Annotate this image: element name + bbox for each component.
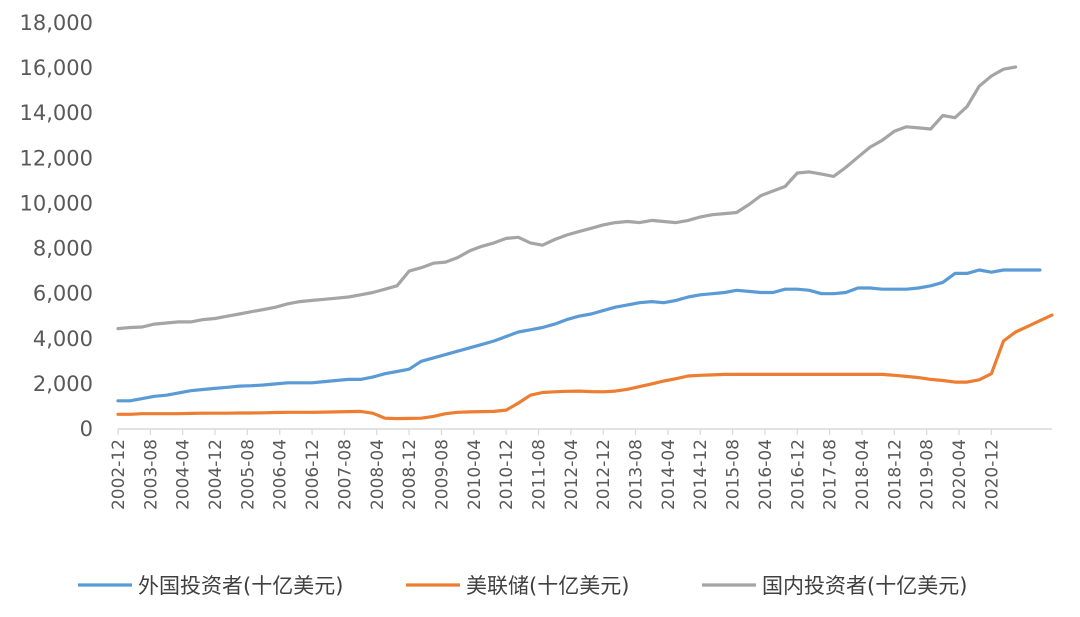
series-lines	[116, 65, 1054, 421]
y-tick-label: 16,000	[20, 56, 93, 80]
x-tick-label: 2005-08	[238, 439, 258, 510]
x-tick-label: 2020-12	[982, 439, 1002, 510]
legend-label: 国内投资者(十亿美元)	[762, 574, 967, 598]
y-tick-label: 6,000	[33, 282, 93, 306]
x-tick-label: 2009-08	[432, 439, 452, 510]
series-line-3	[116, 65, 1018, 331]
y-tick-label: 14,000	[20, 101, 93, 125]
x-tick-label: 2007-08	[335, 439, 355, 510]
x-tick-label: 2008-04	[368, 439, 388, 510]
x-tick-label: 2019-08	[918, 439, 938, 510]
x-tick-label: 2011-08	[530, 439, 550, 510]
x-tick-label: 2018-12	[885, 439, 905, 510]
series-line-1	[116, 268, 1042, 403]
x-tick-label: 2020-04	[950, 439, 970, 510]
x-tick-label: 2006-12	[303, 439, 323, 510]
y-axis-labels: 0 2,000 4,000 6,000 8,000 10,000 12,000 14,000 1…	[20, 11, 93, 441]
x-tick-label: 2010-04	[465, 439, 485, 510]
x-tick-label: 2016-12	[788, 439, 808, 510]
x-tick-label: 2012-12	[594, 439, 614, 510]
y-tick-label: 4,000	[33, 327, 93, 351]
x-tick-label: 2014-12	[691, 439, 711, 510]
x-tick-label: 2004-04	[174, 439, 194, 510]
x-tick-label: 2012-04	[562, 439, 582, 510]
x-tick-label: 2003-08	[141, 439, 161, 510]
y-tick-label: 2,000	[33, 372, 93, 396]
y-tick-label: 10,000	[20, 191, 93, 215]
x-tick-label: 2008-12	[400, 439, 420, 510]
legend-label: 美联储(十亿美元)	[466, 574, 629, 598]
legend-label: 外国投资者(十亿美元)	[138, 574, 343, 598]
x-tick-label: 2010-12	[497, 439, 517, 510]
y-tick-label: 8,000	[33, 237, 93, 261]
x-tick-label: 2014-04	[659, 439, 679, 510]
x-tick-label: 2016-04	[756, 439, 776, 510]
y-tick-label: 18,000	[20, 11, 93, 35]
x-axis: 2002-12 2003-08 2004-04 2004-12 2005-08 2006-…	[109, 428, 1052, 510]
y-tick-label: 12,000	[20, 146, 93, 170]
x-tick-label: 2018-04	[853, 439, 873, 510]
y-tick-label: 0	[80, 417, 93, 441]
x-tick-label: 2004-12	[206, 439, 226, 510]
x-tick-label: 2006-04	[271, 439, 291, 510]
x-tick-label: 2017-08	[821, 439, 841, 510]
x-tick-label: 2002-12	[109, 439, 129, 510]
series-line-2	[116, 313, 1054, 421]
x-tick-label: 2013-08	[627, 439, 647, 510]
x-tick-label: 2015-08	[724, 439, 744, 510]
legend: 外国投资者(十亿美元) 美联储(十亿美元) 国内投资者(十亿美元)	[78, 574, 967, 598]
